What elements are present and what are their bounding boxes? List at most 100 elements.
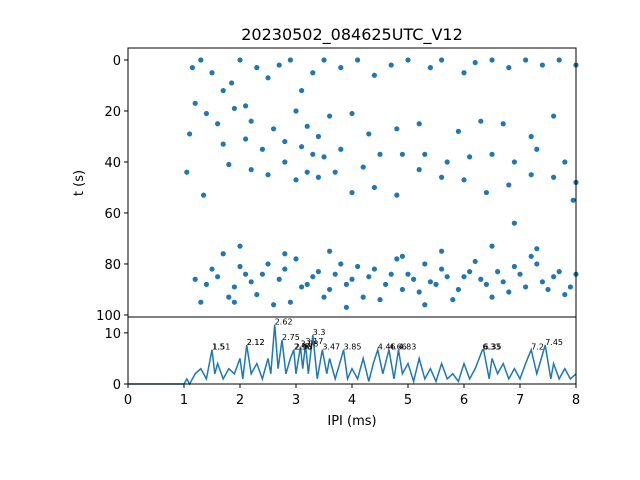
point [287, 299, 293, 305]
y-axis-label: t (s) [72, 170, 87, 196]
point [349, 189, 355, 196]
point [220, 251, 226, 257]
point [383, 281, 389, 287]
point [478, 118, 484, 124]
point [483, 281, 489, 287]
point [192, 276, 198, 282]
annotation: 3.85 [344, 343, 362, 352]
point [248, 167, 254, 173]
point [506, 182, 512, 188]
point [500, 121, 506, 127]
point [388, 271, 394, 277]
point [265, 75, 271, 81]
annotation: 1.5 [212, 343, 225, 352]
point [528, 133, 534, 140]
point [416, 289, 422, 295]
point [399, 151, 405, 157]
point [276, 62, 282, 68]
point [327, 248, 333, 254]
chart-title: 20230502_084625UTC_V12 [241, 25, 463, 45]
point [562, 159, 568, 165]
point [220, 87, 226, 94]
point [439, 266, 445, 272]
point [551, 174, 557, 180]
point [506, 65, 512, 71]
point [226, 294, 232, 300]
point [570, 197, 576, 203]
point [254, 291, 260, 298]
point [287, 57, 293, 63]
point [461, 177, 467, 183]
point [315, 269, 321, 275]
y-tick-label: 80 [104, 258, 121, 273]
annotation: 3.3 [313, 328, 326, 337]
point [450, 297, 456, 303]
y-tick-label: 60 [104, 207, 121, 222]
x-tick-label: 4 [348, 393, 356, 408]
annotation: 3.08 [300, 340, 318, 349]
x-tick-label: 7 [516, 393, 524, 408]
point [483, 189, 489, 196]
point [198, 57, 204, 63]
point [416, 121, 422, 127]
point [467, 269, 473, 275]
x-tick-label: 2 [236, 393, 244, 408]
point [472, 258, 478, 265]
point [388, 62, 394, 68]
x-tick-label: 1 [180, 393, 188, 408]
point [405, 57, 411, 63]
point [349, 276, 355, 282]
point [315, 174, 321, 180]
point [371, 72, 377, 78]
x-tick-label: 6 [460, 393, 468, 408]
point [259, 146, 265, 152]
point [338, 146, 344, 152]
histogram-line [128, 324, 577, 386]
point [203, 281, 209, 287]
point [338, 65, 344, 71]
point [422, 151, 428, 157]
point [203, 110, 209, 117]
point [209, 266, 215, 272]
annotation: 6.35 [484, 343, 502, 352]
x-tick-label: 0 [124, 393, 132, 408]
point [455, 286, 461, 293]
point [511, 159, 517, 165]
point [220, 141, 226, 147]
annotation: 2.62 [275, 318, 293, 327]
point [411, 276, 417, 282]
point [551, 113, 557, 119]
point [243, 136, 249, 142]
annotation: 3.17 [306, 337, 324, 346]
point [394, 256, 400, 262]
point [366, 131, 372, 137]
annotation: 3.47 [322, 343, 340, 352]
point [327, 286, 333, 293]
point [304, 281, 310, 287]
axes-frame [127, 316, 577, 385]
point [327, 113, 333, 119]
point [293, 177, 299, 183]
point [271, 302, 277, 308]
point [332, 169, 338, 175]
point [455, 128, 461, 134]
y-tick-label: 0 [113, 54, 121, 69]
point [271, 126, 277, 132]
point [567, 284, 574, 290]
annotation: 2.98 [295, 343, 313, 352]
point [189, 65, 195, 71]
point [201, 192, 207, 198]
point [377, 297, 383, 303]
point [293, 256, 299, 262]
point [310, 274, 316, 280]
point [371, 266, 377, 272]
point [523, 57, 529, 63]
point [399, 253, 405, 259]
point [534, 246, 540, 252]
point [556, 269, 562, 275]
point [360, 164, 366, 170]
point [265, 172, 271, 178]
point [265, 261, 271, 267]
point [467, 154, 473, 160]
